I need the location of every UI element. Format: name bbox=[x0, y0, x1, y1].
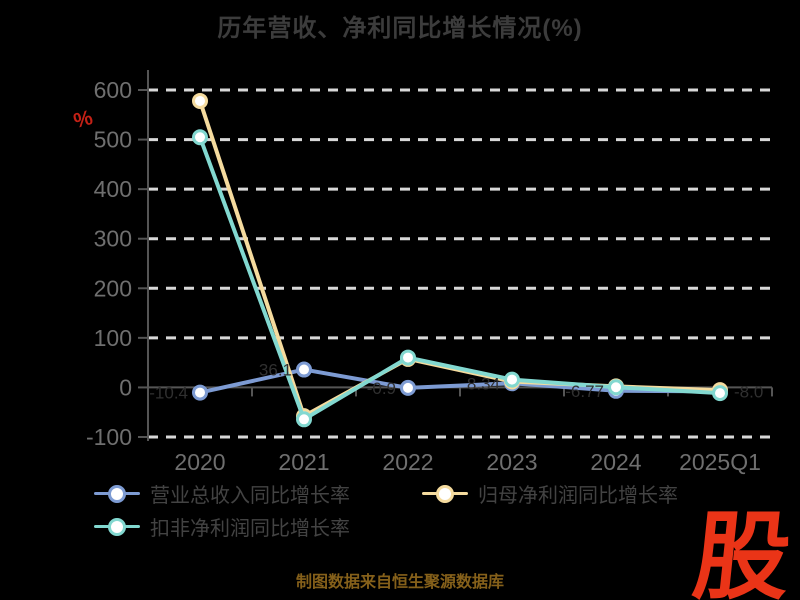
legend-label: 营业总收入同比增长率 bbox=[150, 485, 350, 507]
y-tick-label: -100 bbox=[86, 424, 132, 450]
data-point bbox=[400, 349, 416, 366]
series-line bbox=[198, 135, 722, 422]
data-point bbox=[296, 411, 312, 428]
legend-item-net-profit-growth[interactable]: 归母净利润同比增长率 bbox=[422, 479, 678, 508]
data-point bbox=[192, 384, 208, 401]
x-tick-label: 2025Q1 bbox=[679, 449, 761, 475]
x-tick-label: 2024 bbox=[590, 449, 641, 475]
x-tick-label: 2021 bbox=[278, 449, 329, 475]
legend-marker-net-profit-icon bbox=[422, 484, 468, 503]
data-source-text: 制图数据来自恒生聚源数据库 bbox=[295, 574, 504, 591]
point-label: 36.1 bbox=[259, 361, 292, 380]
y-tick-label: 500 bbox=[94, 127, 132, 153]
data-point bbox=[192, 129, 208, 146]
x-tick-label: 2020 bbox=[174, 449, 225, 475]
point-label: -6.77 bbox=[565, 382, 604, 401]
data-point bbox=[296, 361, 312, 378]
y-tick-label: 0 bbox=[119, 374, 132, 400]
chart-legend: 营业总收入同比增长率 归母净利润同比增长率 扣非净利润同比增长率 bbox=[94, 477, 678, 543]
point-label: -10.4 bbox=[149, 384, 188, 403]
legend-row-2: 扣非净利润同比增长率 bbox=[94, 510, 678, 543]
legend-row-1: 营业总收入同比增长率 归母净利润同比增长率 bbox=[94, 477, 678, 510]
chart-plot: 600 500 400 300 200 100 0 -100 2020 2021 2022 2023 2… bbox=[86, 70, 773, 475]
legend-label: 归母净利润同比增长率 bbox=[478, 485, 678, 507]
point-label: -0.9 bbox=[367, 379, 396, 398]
legend-item-nongaap-profit-growth[interactable]: 扣非净利润同比增长率 bbox=[94, 512, 350, 541]
y-tick-label: 400 bbox=[94, 176, 132, 202]
y-tick-label: 100 bbox=[94, 325, 132, 351]
data-point bbox=[608, 379, 624, 396]
y-tick-label: 200 bbox=[94, 275, 132, 301]
chart-title: 历年营收、净利同比增长情况(%) bbox=[217, 15, 583, 42]
point-label: -8.0 bbox=[734, 382, 763, 401]
x-tick-label: 2022 bbox=[382, 449, 433, 475]
x-tick-label: 2023 bbox=[486, 449, 537, 475]
legend-item-revenue-growth[interactable]: 营业总收入同比增长率 bbox=[94, 479, 350, 508]
y-tick-label: 300 bbox=[94, 226, 132, 252]
legend-marker-nongaap-icon bbox=[94, 517, 140, 536]
data-point bbox=[192, 92, 208, 109]
legend-marker-revenue-icon bbox=[94, 484, 140, 503]
legend-label: 扣非净利润同比增长率 bbox=[150, 518, 350, 540]
data-point bbox=[712, 385, 728, 402]
y-tick-label: 600 bbox=[94, 77, 132, 103]
data-point bbox=[504, 371, 520, 388]
data-point bbox=[400, 379, 416, 396]
brand-logo: 股 bbox=[688, 504, 796, 600]
point-label: 8.34 bbox=[467, 374, 500, 393]
